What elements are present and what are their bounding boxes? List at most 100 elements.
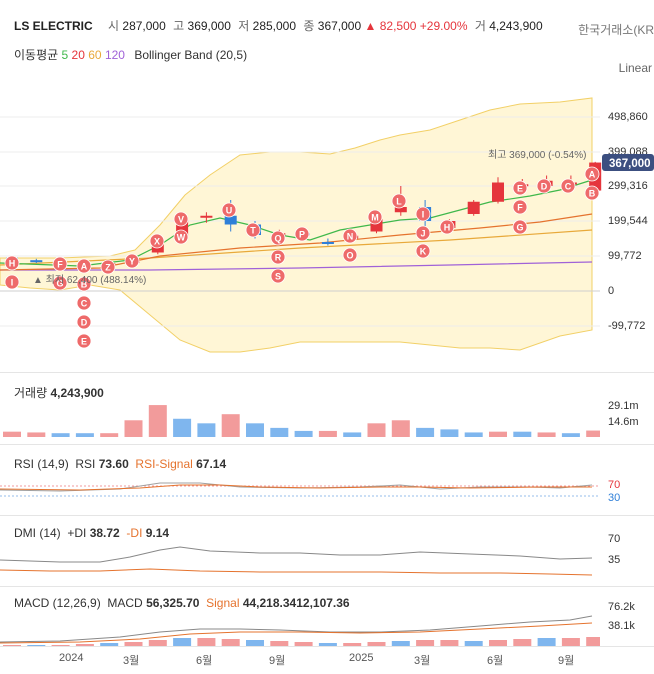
signal-marker[interactable]: J — [415, 225, 431, 241]
volume-bar[interactable] — [3, 431, 21, 437]
signal-marker[interactable]: C — [76, 295, 92, 311]
volume-bar[interactable] — [75, 433, 94, 437]
signal-marker-letter: B — [81, 280, 88, 290]
macd-signal-name: Signal — [206, 596, 240, 610]
signal-marker[interactable]: G — [52, 275, 68, 291]
signal-marker[interactable]: D — [536, 178, 552, 194]
volume-bar[interactable] — [246, 423, 264, 437]
mdi-line — [0, 568, 593, 576]
signal-marker-letter: F — [57, 260, 63, 270]
pdi-line — [0, 546, 593, 563]
volume-bar[interactable] — [270, 427, 289, 437]
signal-marker-letter: K — [420, 247, 427, 257]
signal-marker-letter: J — [420, 229, 425, 239]
signal-marker[interactable]: I — [415, 206, 431, 222]
candle-body[interactable] — [224, 215, 237, 225]
signal-marker[interactable]: X — [149, 233, 165, 249]
candle-body[interactable] — [467, 201, 480, 214]
rsi-tick-30: 30 — [608, 492, 621, 504]
volume-bar[interactable] — [561, 433, 580, 437]
signal-marker[interactable]: U — [221, 202, 237, 218]
exchange-label[interactable]: 한국거래소(KRX) — [578, 23, 654, 37]
signal-marker[interactable]: S — [270, 268, 286, 284]
ticker-name[interactable]: LS ELECTRIC — [14, 19, 93, 33]
signal-marker-letter: Z — [105, 263, 111, 273]
ma-legend[interactable]: 이동평균 5 20 60 120 Bollinger Band (20,5) — [14, 46, 247, 63]
candle-body[interactable] — [492, 182, 504, 202]
volume-bar[interactable] — [440, 429, 459, 437]
signal-marker[interactable]: K — [415, 243, 431, 259]
rsi-chart[interactable] — [0, 476, 600, 506]
x-tick: 6월 — [487, 655, 504, 667]
volume-tick: 29.1m — [608, 400, 639, 412]
volume-bar[interactable] — [513, 431, 532, 437]
signal-marker[interactable]: Q — [270, 230, 286, 246]
signal-marker[interactable]: E — [76, 333, 92, 349]
volume-bar[interactable] — [51, 433, 70, 437]
signal-marker[interactable]: D — [76, 314, 92, 330]
volume-bar[interactable] — [586, 430, 600, 437]
signal-marker[interactable]: A — [584, 166, 600, 182]
signal-marker[interactable]: N — [342, 228, 358, 244]
volume-chart[interactable] — [0, 395, 600, 437]
macd-chart[interactable] — [0, 612, 600, 646]
candle-body[interactable] — [200, 215, 213, 218]
signal-marker[interactable]: L — [391, 193, 407, 209]
candle-body[interactable] — [321, 242, 334, 244]
volume-bar[interactable] — [148, 405, 167, 437]
signal-marker-letter: M — [371, 213, 379, 223]
volume-bar[interactable] — [221, 414, 240, 437]
volume-bar[interactable] — [197, 423, 216, 437]
signal-marker[interactable]: G — [512, 219, 528, 235]
macd-signal-value: 44,218.34 — [242, 596, 297, 610]
scale-mode-toggle[interactable]: Linear — [618, 61, 652, 75]
signal-marker[interactable]: F — [512, 199, 528, 215]
signal-marker[interactable]: W — [173, 229, 189, 245]
signal-marker[interactable]: C — [560, 178, 576, 194]
macd-hist-bar — [197, 638, 216, 646]
signal-marker[interactable]: B — [76, 276, 92, 292]
x-tick: 2025 — [349, 652, 374, 664]
signal-marker-letter: P — [299, 230, 305, 240]
signal-marker[interactable]: V — [173, 211, 189, 227]
volume-bar[interactable] — [489, 431, 507, 437]
open-value: 287,000 — [122, 19, 166, 33]
dmi-chart[interactable] — [0, 540, 600, 580]
candle-body[interactable] — [394, 207, 407, 213]
signal-marker[interactable]: O — [342, 247, 358, 263]
volume-bar[interactable] — [391, 420, 410, 437]
candle-body[interactable] — [30, 260, 43, 263]
signal-marker[interactable]: Y — [124, 253, 140, 269]
volume-bar[interactable] — [318, 430, 337, 437]
signal-marker[interactable]: E — [512, 180, 528, 196]
divider — [0, 515, 654, 516]
signal-marker[interactable]: H — [4, 255, 20, 271]
volume-bar[interactable] — [100, 433, 119, 437]
signal-marker[interactable]: B — [584, 185, 600, 201]
signal-marker-letter: I — [11, 278, 14, 288]
rsi-panel-label: RSI (14,9) RSI 73.60 RSI-Signal 67.14 — [14, 457, 226, 471]
volume-bar[interactable] — [124, 420, 143, 437]
signal-marker[interactable]: H — [439, 219, 455, 235]
volume-bar[interactable] — [416, 427, 435, 437]
signal-marker[interactable]: R — [270, 249, 286, 265]
macd-hist-bar — [391, 641, 410, 646]
signal-marker[interactable]: T — [245, 222, 261, 238]
signal-marker[interactable]: F — [52, 256, 68, 272]
macd-line — [0, 615, 593, 643]
volume-bar[interactable] — [367, 423, 386, 437]
signal-marker[interactable]: M — [367, 209, 383, 225]
signal-marker[interactable]: P — [294, 226, 310, 242]
volume-bar[interactable] — [343, 432, 362, 437]
signal-marker[interactable]: A — [76, 258, 92, 274]
volume-bar[interactable] — [173, 418, 192, 437]
rsi-tick-70: 70 — [608, 479, 621, 491]
volume-bar[interactable] — [27, 432, 46, 437]
signal-marker[interactable]: I — [4, 274, 20, 290]
volume-bar[interactable] — [537, 432, 556, 437]
volume-bar[interactable] — [294, 430, 313, 437]
signal-marker[interactable]: Z — [100, 259, 116, 275]
open-label: 시 — [108, 19, 120, 33]
volume-bar[interactable] — [464, 432, 483, 437]
